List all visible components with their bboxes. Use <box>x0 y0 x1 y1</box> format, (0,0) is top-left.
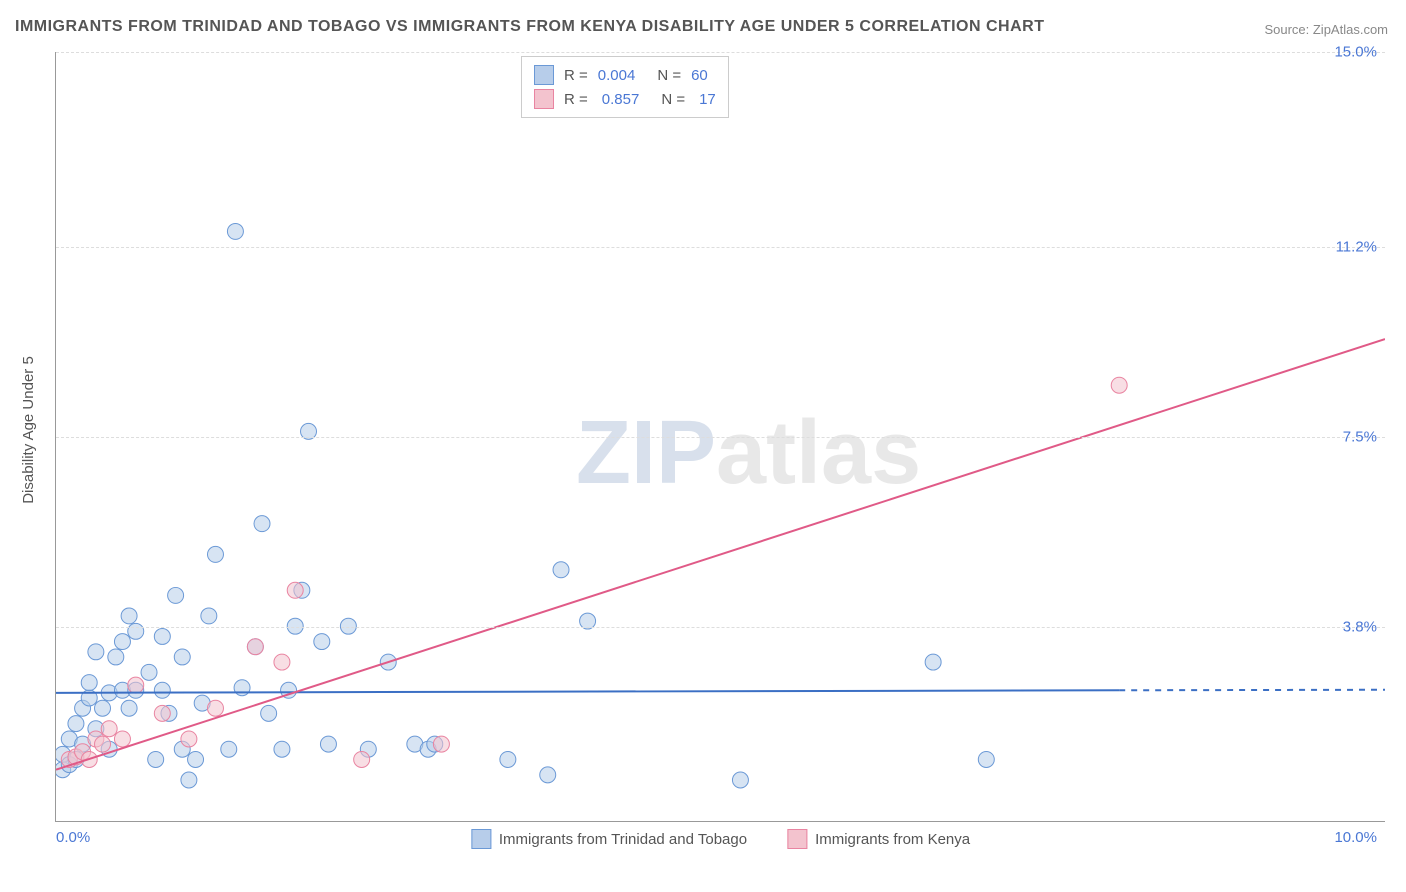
legend-swatch-2 <box>534 89 554 109</box>
legend-r-value-1: 0.004 <box>598 67 636 84</box>
scatter-point <box>114 634 130 650</box>
scatter-point <box>540 767 556 783</box>
scatter-point <box>148 751 164 767</box>
legend-correlation: R = 0.004 N = 60 R = 0.857 N = 17 <box>521 56 729 118</box>
y-axis-label: Disability Age Under 5 <box>20 356 37 504</box>
scatter-point <box>88 644 104 660</box>
scatter-point <box>101 721 117 737</box>
legend-n-value-2: 17 <box>699 91 716 108</box>
scatter-point <box>354 751 370 767</box>
scatter-point <box>221 741 237 757</box>
legend-n-label: N = <box>661 91 685 108</box>
legend-n-value-1: 60 <box>691 67 708 84</box>
source-attribution: Source: ZipAtlas.com <box>1264 22 1388 37</box>
plot-area: ZIPatlas R = 0.004 N = 60 R = 0.857 N = … <box>55 52 1385 822</box>
scatter-point <box>433 736 449 752</box>
scatter-point <box>925 654 941 670</box>
scatter-point <box>181 772 197 788</box>
scatter-point <box>188 751 204 767</box>
scatter-point <box>174 649 190 665</box>
trend-line-extension <box>1119 690 1385 691</box>
scatter-point <box>287 582 303 598</box>
scatter-point <box>553 562 569 578</box>
scatter-point <box>732 772 748 788</box>
scatter-point <box>108 649 124 665</box>
scatter-point <box>128 623 144 639</box>
legend-r-label: R = <box>564 91 588 108</box>
scatter-point <box>154 628 170 644</box>
scatter-point <box>114 731 130 747</box>
legend-swatch <box>787 829 807 849</box>
scatter-point <box>247 639 263 655</box>
legend-series: Immigrants from Trinidad and Tobago Immig… <box>471 829 970 849</box>
x-axis-tick-max: 10.0% <box>1334 829 1377 846</box>
legend-row-series-1: R = 0.004 N = 60 <box>534 63 716 87</box>
scatter-point <box>274 741 290 757</box>
legend-swatch-1 <box>534 65 554 85</box>
x-axis-tick-min: 0.0% <box>56 829 90 846</box>
scatter-point <box>154 705 170 721</box>
scatter-point <box>320 736 336 752</box>
legend-item: Immigrants from Trinidad and Tobago <box>471 829 747 849</box>
scatter-point <box>181 731 197 747</box>
trend-line <box>56 339 1385 770</box>
scatter-point <box>1111 377 1127 393</box>
scatter-point <box>274 654 290 670</box>
legend-row-series-2: R = 0.857 N = 17 <box>534 87 716 111</box>
gridline <box>56 247 1385 248</box>
legend-r-label: R = <box>564 67 588 84</box>
scatter-point <box>121 608 137 624</box>
scatter-point <box>68 716 84 732</box>
legend-r-value-2: 0.857 <box>602 91 640 108</box>
scatter-point <box>314 634 330 650</box>
gridline <box>56 437 1385 438</box>
trend-line <box>56 690 1119 693</box>
y-axis-tick-label: 7.5% <box>1343 429 1377 446</box>
scatter-point <box>978 751 994 767</box>
gridline <box>56 627 1385 628</box>
scatter-point <box>141 664 157 680</box>
scatter-point <box>128 677 144 693</box>
legend-n-label: N = <box>657 67 681 84</box>
gridline <box>56 52 1385 53</box>
legend-label: Immigrants from Trinidad and Tobago <box>499 831 747 848</box>
scatter-point <box>81 675 97 691</box>
scatter-point <box>95 700 111 716</box>
legend-item: Immigrants from Kenya <box>787 829 970 849</box>
y-axis-tick-label: 3.8% <box>1343 618 1377 635</box>
scatter-point <box>201 608 217 624</box>
chart-title: IMMIGRANTS FROM TRINIDAD AND TOBAGO VS I… <box>15 18 1044 36</box>
legend-swatch <box>471 829 491 849</box>
y-axis-tick-label: 11.2% <box>1336 239 1377 256</box>
scatter-point <box>261 705 277 721</box>
scatter-point <box>207 700 223 716</box>
scatter-point <box>121 700 137 716</box>
y-axis-tick-label: 15.0% <box>1334 44 1377 61</box>
scatter-point <box>168 587 184 603</box>
legend-label: Immigrants from Kenya <box>815 831 970 848</box>
scatter-point <box>500 751 516 767</box>
scatter-point <box>207 546 223 562</box>
scatter-point <box>227 223 243 239</box>
scatter-point <box>154 682 170 698</box>
scatter-point <box>254 516 270 532</box>
scatter-point <box>95 736 111 752</box>
